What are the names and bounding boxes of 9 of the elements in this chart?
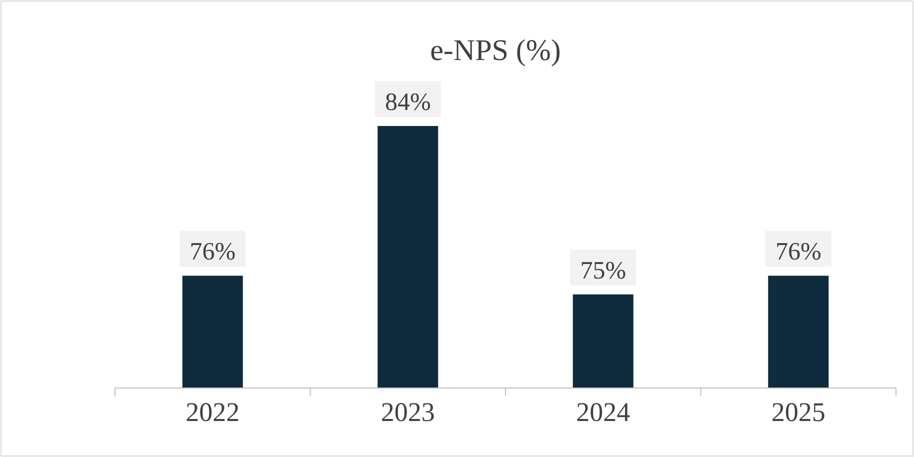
x-tick-label: 2022 xyxy=(186,397,240,428)
data-label: 76% xyxy=(775,238,822,266)
data-label: 76% xyxy=(190,238,236,266)
chart-title: e-NPS (%) xyxy=(430,34,561,67)
data-label: 75% xyxy=(580,257,626,284)
x-tick-label: 2024 xyxy=(576,397,631,428)
x-tick-label: 2023 xyxy=(380,397,435,428)
data-label: 84% xyxy=(384,89,431,116)
x-tick-label: 2025 xyxy=(771,397,826,428)
